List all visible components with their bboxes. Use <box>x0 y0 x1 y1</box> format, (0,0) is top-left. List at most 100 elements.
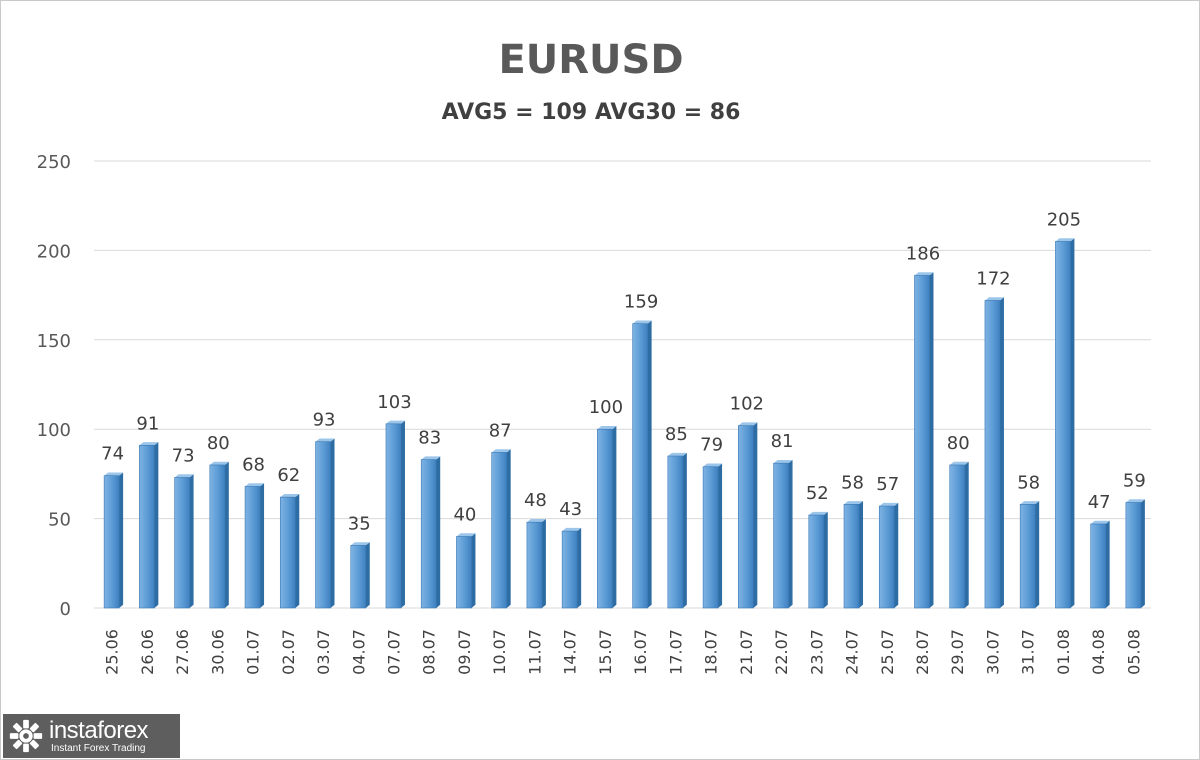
x-tick-label: 04.07 <box>349 629 368 675</box>
data-label: 58 <box>1017 472 1040 493</box>
x-tick-label: 30.07 <box>983 629 1002 675</box>
instaforex-watermark: instaforex Instant Forex Trading <box>3 714 180 758</box>
data-label: 80 <box>207 433 230 454</box>
bar-25.06 <box>103 472 124 609</box>
data-label: 91 <box>136 413 159 434</box>
data-labels: 74 91 73 80 68 62 93 35 103 83 40 87 48 43 100 159 85 79 1… <box>101 209 1146 534</box>
bar-18.07 <box>702 463 723 609</box>
bar-17.07 <box>667 452 687 609</box>
y-tick-labels: 0 50 100 150 200 250 <box>37 152 71 620</box>
x-tick-label: 09.07 <box>455 629 474 675</box>
x-tick-label: 21.07 <box>737 629 756 675</box>
data-label: 62 <box>277 465 300 486</box>
x-tick-label: 15.07 <box>596 629 615 675</box>
x-tick-label: 29.07 <box>948 629 967 675</box>
x-tick-label: 10.07 <box>490 629 509 675</box>
bar-02.07 <box>279 493 300 609</box>
x-tick-label: 25.07 <box>878 629 897 675</box>
watermark-brand: instaforex <box>49 716 149 744</box>
x-tick-label: 31.07 <box>1019 629 1038 675</box>
bar-25.07 <box>878 502 899 609</box>
x-tick-label: 30.06 <box>208 629 227 675</box>
x-tick-label: 26.06 <box>138 629 157 675</box>
data-label: 103 <box>377 392 411 413</box>
data-label: 85 <box>665 424 688 445</box>
data-label: 159 <box>624 292 658 313</box>
data-label: 68 <box>242 454 265 475</box>
bar-22.07 <box>773 459 793 609</box>
x-tick-label: 05.08 <box>1124 629 1143 675</box>
bar-29.07 <box>949 461 969 609</box>
gridlines <box>94 160 1151 609</box>
data-label: 47 <box>1088 492 1111 513</box>
bar-04.08 <box>1090 520 1110 609</box>
data-label: 79 <box>700 435 723 456</box>
x-tick-label: 01.08 <box>1054 629 1073 675</box>
bar-26.06 <box>139 442 159 609</box>
bar-03.07 <box>315 438 335 609</box>
data-label: 102 <box>730 394 764 415</box>
bar-16.07 <box>632 320 652 609</box>
bar-30.07 <box>984 297 1004 609</box>
bar-27.06 <box>174 474 194 609</box>
data-label: 73 <box>172 445 195 466</box>
bar-01.07 <box>244 483 265 609</box>
data-label: 35 <box>348 513 371 534</box>
x-tick-label: 03.07 <box>314 629 333 675</box>
bar-09.07 <box>456 533 476 609</box>
data-label: 59 <box>1123 471 1146 492</box>
data-label: 83 <box>418 428 441 449</box>
y-tick-label: 200 <box>37 241 71 262</box>
data-label: 100 <box>589 397 623 418</box>
bar-10.07 <box>491 449 511 609</box>
data-label: 205 <box>1047 209 1081 230</box>
x-tick-label: 07.07 <box>384 629 403 675</box>
x-tick-label: 25.06 <box>103 629 122 675</box>
data-label: 48 <box>524 490 547 511</box>
data-label: 43 <box>559 499 582 520</box>
x-tick-labels: 25.06 26.06 27.06 30.06 01.07 02.07 03.07 04.07… <box>103 629 1144 675</box>
x-tick-label: 11.07 <box>525 629 544 675</box>
bar-05.08 <box>1125 499 1145 609</box>
x-tick-label: 18.07 <box>702 629 721 675</box>
y-tick-label: 250 <box>37 152 71 173</box>
bar-07.07 <box>385 420 405 609</box>
data-label: 172 <box>976 268 1010 289</box>
x-tick-label: 02.07 <box>279 629 298 675</box>
data-label: 186 <box>906 243 940 264</box>
x-tick-label: 24.07 <box>843 629 862 675</box>
chart-subtitle: AVG5 = 109 AVG30 = 86 <box>441 100 741 125</box>
x-tick-label: 22.07 <box>772 629 791 675</box>
bar-08.07 <box>420 456 441 609</box>
data-label: 52 <box>806 483 829 504</box>
data-label: 93 <box>313 410 336 431</box>
bar-chart: 0 50 100 150 200 250 74 91 73 80 68 62 93 35 103 83 40 8… <box>37 152 1151 675</box>
x-tick-label: 04.08 <box>1089 629 1108 675</box>
y-tick-label: 150 <box>37 331 71 352</box>
chart-title: EURUSD <box>498 37 684 83</box>
bar-14.07 <box>561 527 582 609</box>
x-tick-label: 17.07 <box>666 629 685 675</box>
data-label: 80 <box>947 433 970 454</box>
x-tick-label: 28.07 <box>913 629 932 675</box>
bar-23.07 <box>808 511 828 609</box>
bar-28.07 <box>914 272 934 609</box>
x-tick-label: 14.07 <box>561 629 580 675</box>
bar-21.07 <box>738 422 758 609</box>
x-tick-label: 01.07 <box>244 629 263 675</box>
bar-24.07 <box>843 501 864 609</box>
bar-11.07 <box>526 518 546 609</box>
bar-01.08 <box>1055 238 1075 609</box>
y-tick-label: 100 <box>37 420 71 441</box>
bar-30.06 <box>209 461 229 609</box>
data-label: 57 <box>876 474 899 495</box>
data-label: 58 <box>841 472 864 493</box>
bar-04.07 <box>350 542 370 609</box>
watermark-tagline: Instant Forex Trading <box>51 742 146 754</box>
x-tick-label: 27.06 <box>173 629 192 675</box>
y-tick-label: 50 <box>48 510 71 531</box>
data-label: 74 <box>101 444 124 465</box>
instaforex-logo-icon <box>9 719 43 753</box>
bar-15.07 <box>597 426 617 609</box>
